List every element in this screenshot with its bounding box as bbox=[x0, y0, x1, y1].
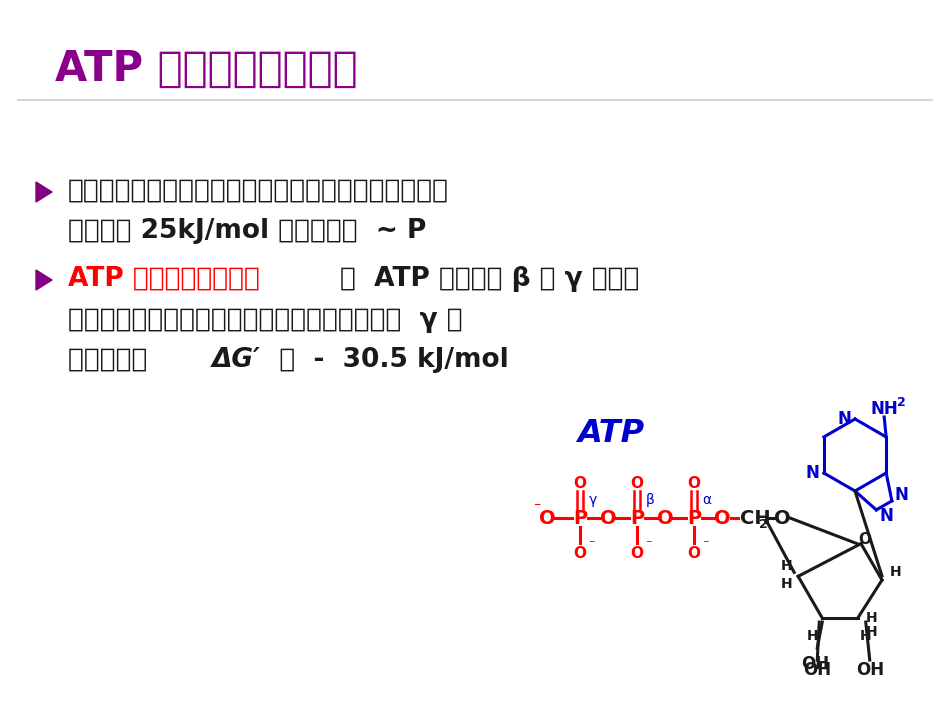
Text: H: H bbox=[890, 565, 902, 579]
Text: P: P bbox=[687, 508, 701, 528]
Text: ：  ATP 结构中的 β 和 γ 磷酸酯: ： ATP 结构中的 β 和 γ 磷酸酯 bbox=[340, 266, 639, 292]
Polygon shape bbox=[36, 270, 52, 290]
Text: O: O bbox=[688, 476, 700, 491]
Text: 2: 2 bbox=[897, 396, 905, 409]
Text: H: H bbox=[780, 559, 792, 573]
Text: ⁻: ⁻ bbox=[588, 538, 595, 551]
Text: 能（大于 25kJ/mol ），表示为  ~ P: 能（大于 25kJ/mol ），表示为 ~ P bbox=[68, 218, 427, 244]
Text: P: P bbox=[573, 508, 587, 528]
Text: H: H bbox=[866, 625, 878, 639]
Text: ⁻: ⁻ bbox=[702, 538, 709, 551]
Text: O: O bbox=[631, 476, 643, 491]
Text: OH: OH bbox=[801, 655, 829, 673]
Text: O: O bbox=[859, 532, 871, 547]
Text: P: P bbox=[630, 508, 644, 528]
Text: ⁻: ⁻ bbox=[645, 538, 652, 551]
Text: β: β bbox=[646, 493, 655, 507]
Text: OH: OH bbox=[856, 661, 884, 679]
Text: ATP: ATP bbox=[577, 418, 644, 449]
Text: O: O bbox=[631, 545, 643, 560]
Text: 酸酯键水解: 酸酯键水解 bbox=[68, 347, 165, 373]
Text: γ: γ bbox=[589, 493, 598, 507]
Text: O: O bbox=[574, 476, 586, 491]
Text: H: H bbox=[807, 629, 818, 643]
Text: N: N bbox=[837, 410, 851, 428]
Text: 为  -  30.5 kJ/mol: 为 - 30.5 kJ/mol bbox=[252, 347, 509, 373]
Text: ATP 是高能磷酸化合物: ATP 是高能磷酸化合物 bbox=[68, 266, 260, 292]
Text: ATP 是高能磷酸化合物: ATP 是高能磷酸化合物 bbox=[55, 48, 357, 90]
Text: H: H bbox=[780, 578, 792, 591]
Text: CH: CH bbox=[740, 508, 770, 528]
Text: N: N bbox=[806, 464, 820, 482]
Text: NH: NH bbox=[870, 400, 898, 418]
Text: H: H bbox=[860, 629, 871, 643]
Text: O: O bbox=[574, 545, 586, 560]
Text: α: α bbox=[702, 493, 712, 507]
Text: N: N bbox=[895, 486, 909, 504]
Text: 键水解时释放的能量比通常的磷酸酯键多，如：  γ 磷: 键水解时释放的能量比通常的磷酸酯键多，如： γ 磷 bbox=[68, 307, 463, 333]
Text: 2: 2 bbox=[759, 518, 768, 530]
Text: O: O bbox=[656, 508, 674, 528]
Text: O: O bbox=[599, 508, 617, 528]
Text: O: O bbox=[688, 545, 700, 560]
Text: N: N bbox=[880, 507, 893, 525]
Text: 高能磷酸化合物：含有磷酸基并在水解时释放较大自由: 高能磷酸化合物：含有磷酸基并在水解时释放较大自由 bbox=[68, 178, 449, 204]
Text: O: O bbox=[713, 508, 731, 528]
Text: ΔG′: ΔG′ bbox=[212, 347, 261, 373]
Text: O: O bbox=[539, 508, 556, 528]
Text: O: O bbox=[773, 508, 790, 528]
Text: ⁻: ⁻ bbox=[533, 500, 541, 514]
Text: OH: OH bbox=[803, 661, 831, 679]
Polygon shape bbox=[36, 182, 52, 202]
Text: H: H bbox=[866, 611, 878, 625]
